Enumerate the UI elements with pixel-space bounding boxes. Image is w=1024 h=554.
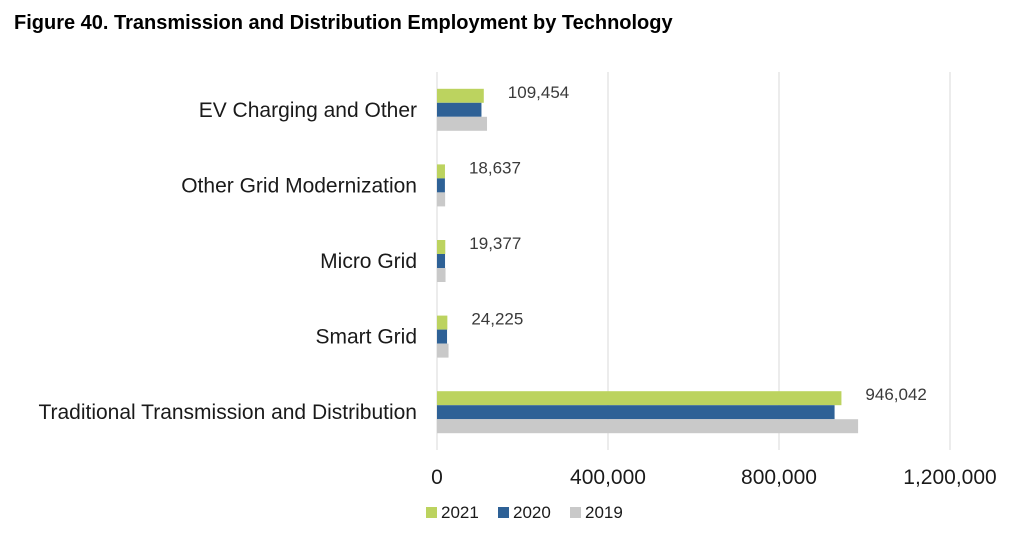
bar-2020-4 [437,405,835,420]
bar-2019-1 [437,192,446,207]
legend-swatch-2020 [498,507,509,518]
bar-2019-2 [437,268,446,282]
x-axis-ticks: 0 400,000 800,000 1,200,000 [431,466,997,489]
data-label: 946,042 [865,385,926,404]
legend-label-2021: 2021 [441,503,479,522]
data-label: 109,454 [508,83,569,102]
data-labels: 109,454 18,637 19,377 24,225 946,042 [469,83,927,404]
bar-2021-2 [437,240,446,254]
bar-2020-1 [437,178,445,193]
data-label: 18,637 [469,158,521,177]
legend-label-2020: 2020 [513,503,551,522]
x-tick-label: 400,000 [570,466,646,489]
category-label: Other Grid Modernization [181,174,417,197]
legend-label-2019: 2019 [585,503,623,522]
bar-2021-0 [437,88,484,103]
category-labels: EV Charging and Other Other Grid Moderniz… [38,99,417,424]
chart-title: Figure 40. Transmission and Distribution… [14,12,673,34]
x-tick-label: 1,200,000 [903,466,996,489]
x-tick-label: 800,000 [741,466,817,489]
data-label: 19,377 [469,234,521,253]
bar-2021-1 [437,164,445,179]
category-label: Smart Grid [315,326,417,349]
bar-2019-0 [437,116,488,131]
bar-2020-3 [437,329,448,344]
data-label: 24,225 [471,310,523,329]
category-label: EV Charging and Other [199,99,417,122]
bar-2019-3 [437,343,449,358]
category-label: Micro Grid [320,250,417,273]
category-label: Traditional Transmission and Distributio… [38,401,417,424]
bar-2019-4 [437,419,859,434]
legend: 2021 2020 2019 [426,503,623,522]
bar-2020-2 [437,254,446,268]
bar-2021-3 [437,315,448,330]
legend-swatch-2019 [570,507,581,518]
bar-2021-4 [437,391,842,406]
x-tick-label: 0 [431,466,443,489]
bar-2020-0 [437,102,482,117]
legend-swatch-2021 [426,507,437,518]
bars [437,88,859,434]
